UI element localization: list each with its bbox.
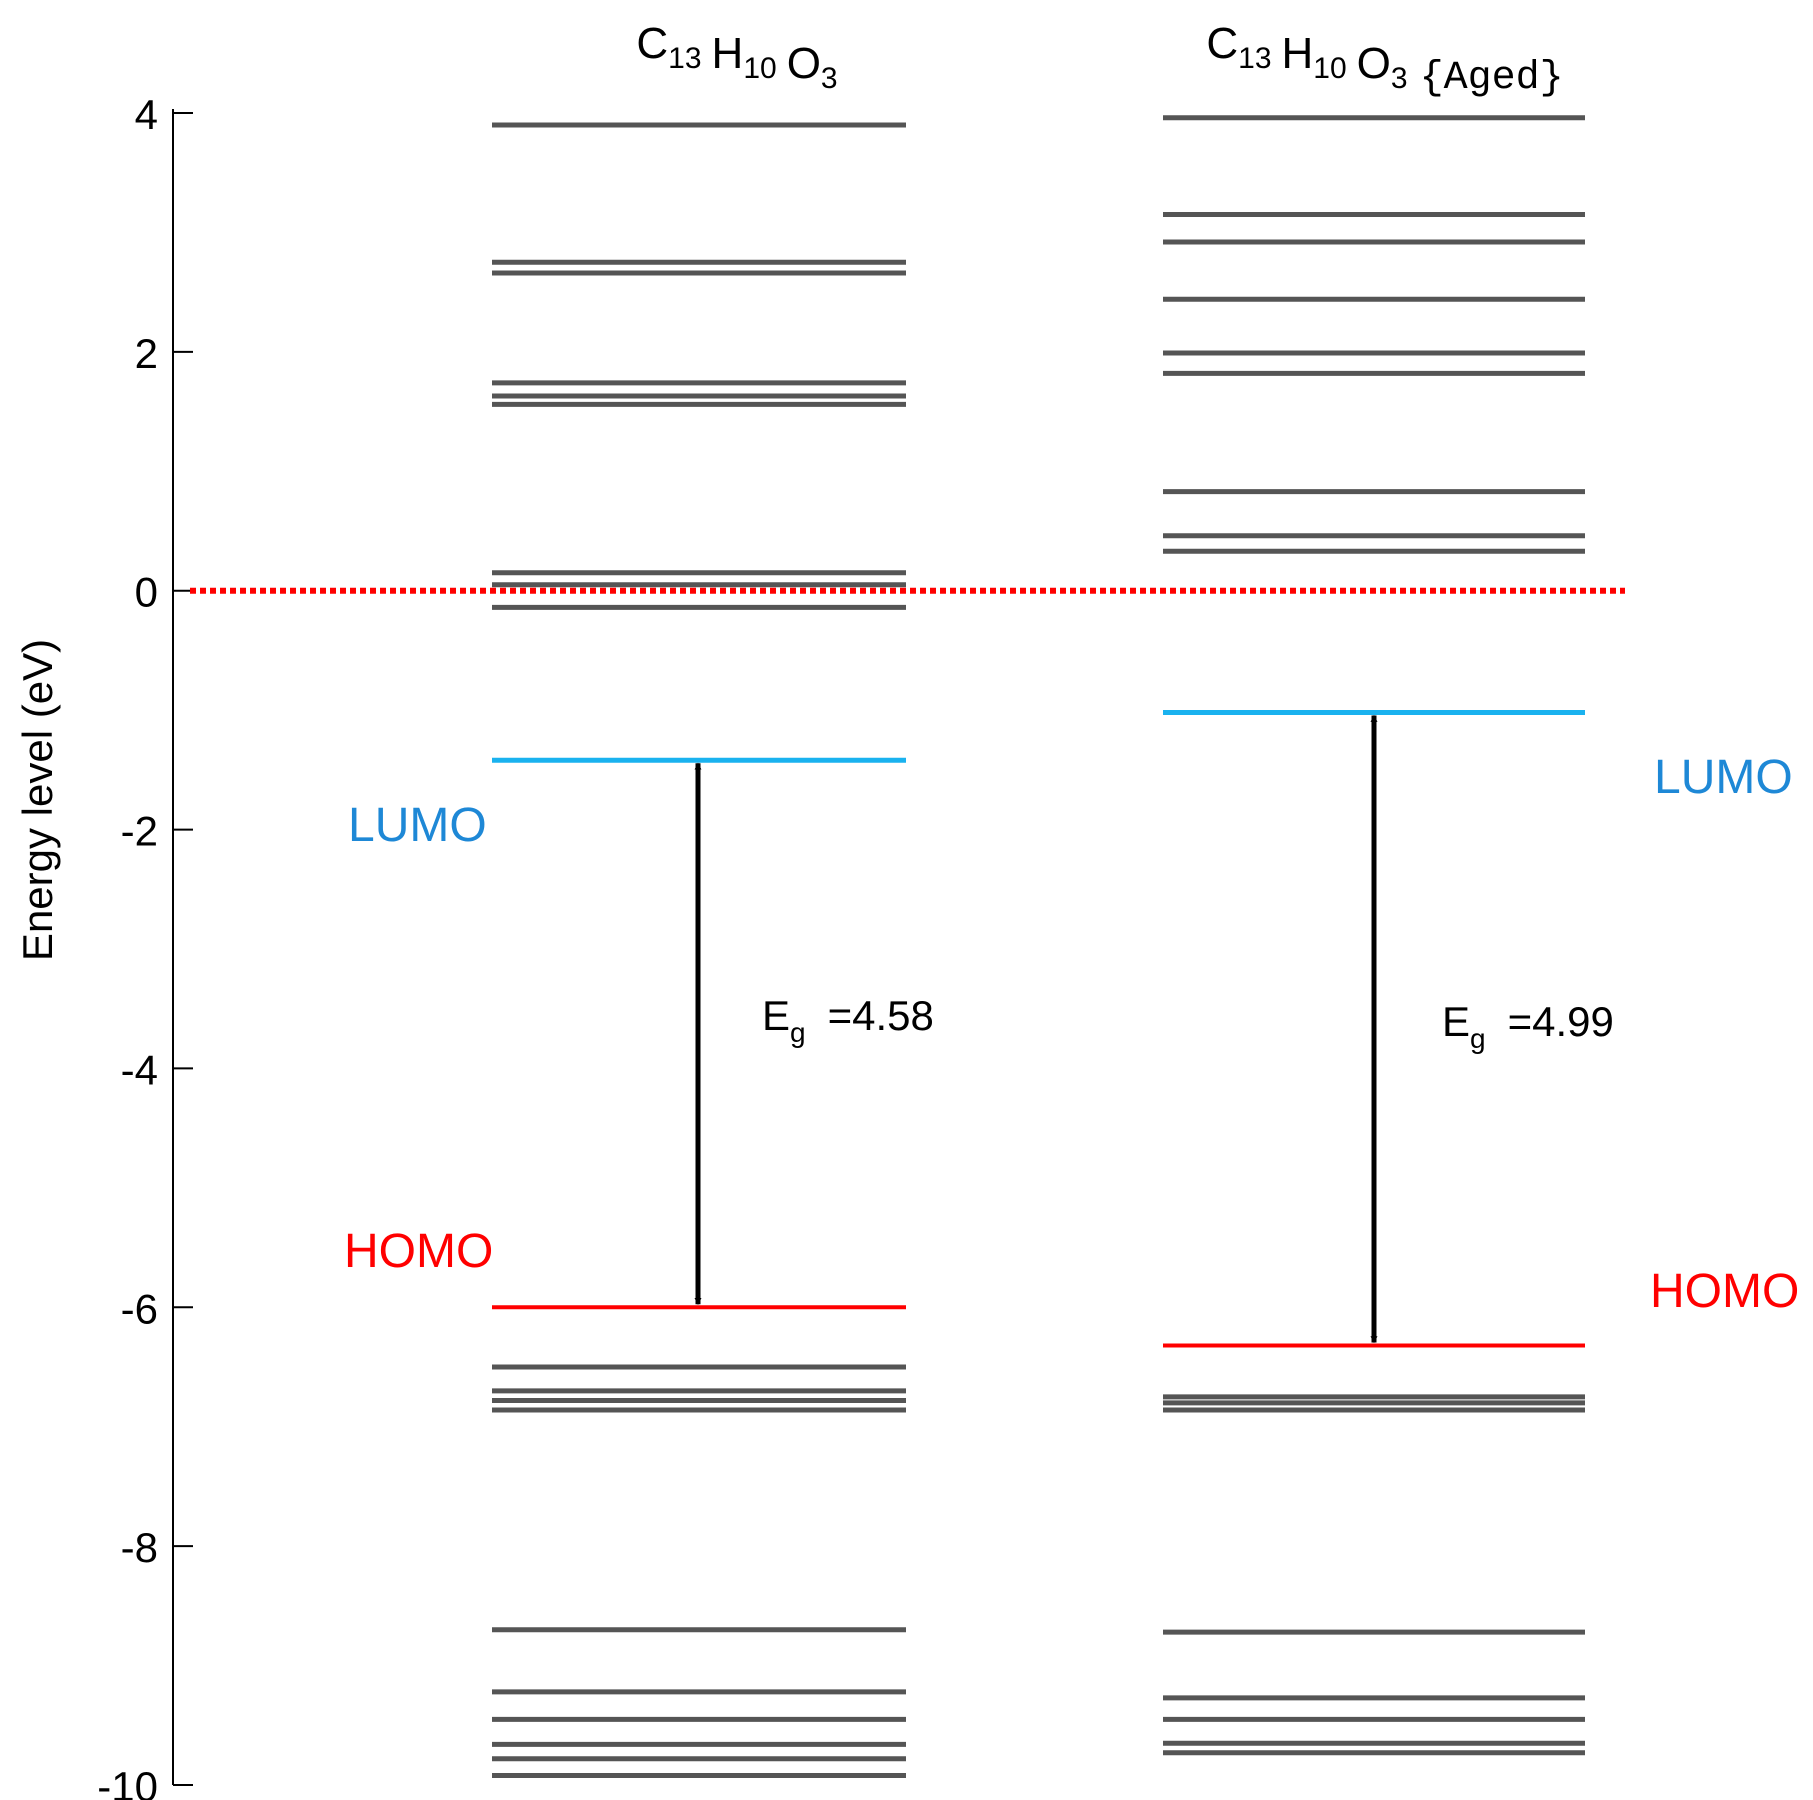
y-tick-label: -2	[121, 808, 158, 855]
annotations: Eg =4.58 LUMO HOMO C13 H10 O3 Eg =4.99 LUMO HOMO C1…	[190, 19, 1799, 1344]
y-tick-label: 4	[135, 91, 158, 138]
homo-label: HOMO	[344, 1225, 493, 1278]
lumo-label: LUMO	[348, 799, 487, 852]
column-title: C13 H10 O3	[636, 19, 837, 95]
y-axis-label: Energy level (eV)	[14, 639, 61, 961]
y-tick-label: 2	[135, 330, 158, 377]
band-gap-label: Eg =4.99	[1442, 998, 1614, 1054]
y-tick-label: -4	[121, 1046, 158, 1093]
column-title: C13 H10 O3 {Aged}	[1206, 19, 1563, 101]
homo-label: HOMO	[1650, 1265, 1799, 1318]
energy-levels	[492, 115, 1585, 1778]
y-tick-label: -10	[97, 1763, 158, 1800]
y-tick-label: -8	[121, 1524, 158, 1571]
band-gap-label: Eg =4.58	[762, 992, 934, 1048]
y-axis: 4 2 0 -2 -4 -6 -8 -10	[97, 91, 193, 1800]
y-tick-label: 0	[135, 569, 158, 616]
y-tick-label: -6	[121, 1285, 158, 1332]
lumo-label: LUMO	[1654, 751, 1793, 804]
